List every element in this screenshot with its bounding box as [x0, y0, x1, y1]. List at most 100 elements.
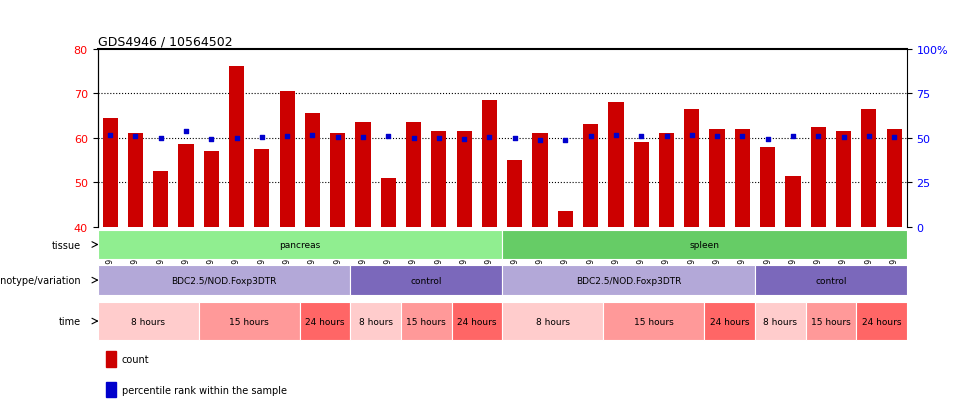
Bar [178, 145, 194, 227]
Point [254, 134, 270, 141]
Text: BDC2.5/NOD.Foxp3DTR: BDC2.5/NOD.Foxp3DTR [172, 276, 277, 285]
Point [456, 136, 472, 142]
Bar [204, 152, 218, 227]
Point [507, 135, 523, 142]
Point [810, 133, 826, 140]
Text: 24 hours: 24 hours [305, 317, 345, 326]
Point [861, 133, 877, 140]
FancyBboxPatch shape [704, 302, 755, 341]
Bar [331, 134, 345, 227]
Bar [356, 123, 370, 227]
Text: 24 hours: 24 hours [710, 317, 750, 326]
Bar [836, 132, 851, 227]
FancyBboxPatch shape [755, 266, 907, 295]
Bar [105, 351, 116, 367]
Bar [735, 130, 750, 227]
Point [734, 133, 750, 140]
Point [229, 135, 245, 142]
Text: control: control [410, 276, 442, 285]
FancyBboxPatch shape [98, 230, 502, 260]
Point [785, 133, 800, 140]
Text: 8 hours: 8 hours [359, 317, 393, 326]
Bar [229, 67, 244, 227]
Point [532, 138, 548, 144]
Point [330, 134, 345, 141]
Bar [431, 132, 447, 227]
Text: time: time [59, 316, 81, 326]
Bar [105, 382, 116, 397]
Bar [128, 134, 143, 227]
Bar [456, 132, 472, 227]
Text: 8 hours: 8 hours [131, 317, 165, 326]
Bar [102, 119, 118, 227]
Point [659, 133, 675, 140]
Bar [659, 134, 674, 227]
Bar [280, 92, 294, 227]
Point [406, 135, 421, 142]
FancyBboxPatch shape [350, 302, 401, 341]
Text: control: control [815, 276, 846, 285]
FancyBboxPatch shape [755, 302, 805, 341]
FancyBboxPatch shape [502, 266, 755, 295]
Bar [608, 103, 624, 227]
Bar [153, 172, 169, 227]
Point [204, 136, 219, 142]
Point [280, 133, 295, 140]
Point [355, 134, 370, 141]
Text: GDS4946 / 10564502: GDS4946 / 10564502 [98, 36, 232, 48]
Bar [861, 109, 877, 227]
Point [684, 133, 700, 139]
Text: spleen: spleen [689, 240, 720, 249]
FancyBboxPatch shape [451, 302, 502, 341]
Text: tissue: tissue [53, 240, 81, 250]
Bar [380, 178, 396, 227]
Bar [786, 176, 800, 227]
Point [178, 129, 194, 135]
FancyBboxPatch shape [805, 302, 856, 341]
Bar [583, 125, 599, 227]
Bar [810, 127, 826, 227]
Text: 8 hours: 8 hours [763, 317, 798, 326]
Text: 15 hours: 15 hours [634, 317, 674, 326]
Point [380, 133, 396, 140]
Bar [406, 123, 421, 227]
Point [886, 134, 902, 141]
Text: 24 hours: 24 hours [457, 317, 496, 326]
FancyBboxPatch shape [401, 302, 451, 341]
Text: 8 hours: 8 hours [535, 317, 569, 326]
Text: pancreas: pancreas [279, 240, 321, 249]
Bar [558, 211, 573, 227]
FancyBboxPatch shape [300, 302, 350, 341]
Bar [710, 130, 724, 227]
Point [558, 138, 573, 144]
Point [608, 133, 624, 139]
FancyBboxPatch shape [502, 230, 907, 260]
Bar [760, 147, 775, 227]
Bar [507, 161, 523, 227]
Bar [482, 101, 497, 227]
FancyBboxPatch shape [98, 302, 199, 341]
FancyBboxPatch shape [350, 266, 502, 295]
Point [634, 133, 649, 140]
Point [760, 136, 775, 142]
FancyBboxPatch shape [856, 302, 907, 341]
Point [709, 133, 724, 140]
FancyBboxPatch shape [199, 302, 300, 341]
FancyBboxPatch shape [98, 266, 350, 295]
Text: genotype/variation: genotype/variation [0, 275, 81, 285]
FancyBboxPatch shape [604, 302, 704, 341]
Text: BDC2.5/NOD.Foxp3DTR: BDC2.5/NOD.Foxp3DTR [576, 276, 682, 285]
Point [431, 135, 447, 142]
Text: 24 hours: 24 hours [862, 317, 901, 326]
Text: count: count [122, 354, 149, 364]
Point [128, 133, 143, 140]
Bar [886, 130, 902, 227]
Point [836, 134, 851, 141]
Bar [254, 150, 269, 227]
Text: percentile rank within the sample: percentile rank within the sample [122, 385, 287, 395]
Bar [532, 134, 548, 227]
Text: 15 hours: 15 hours [229, 317, 269, 326]
Point [102, 133, 118, 139]
Bar [305, 114, 320, 227]
Text: 15 hours: 15 hours [811, 317, 851, 326]
